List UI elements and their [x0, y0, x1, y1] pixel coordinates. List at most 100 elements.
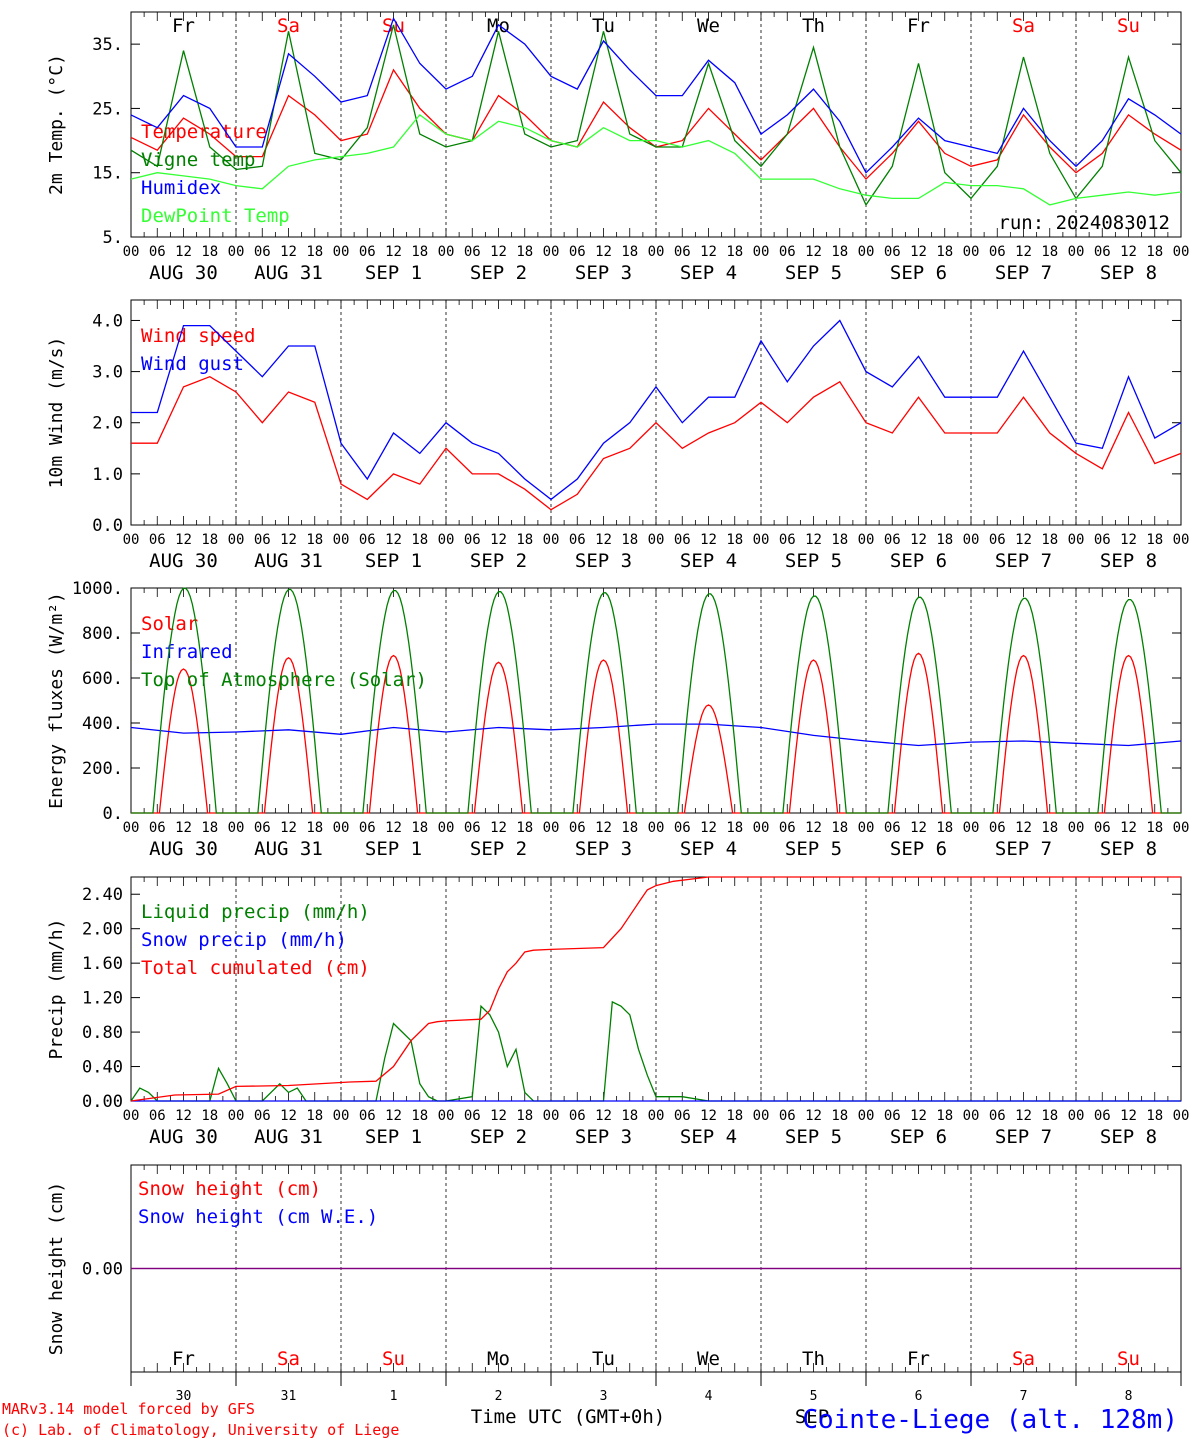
day-name-label: Sa [277, 1348, 300, 1370]
hour-label: 06 [674, 244, 691, 260]
hour-label: 12 [805, 532, 822, 548]
hour-label: 00 [333, 1108, 350, 1124]
date-label: SEP 1 [365, 838, 422, 860]
hour-label: 18 [936, 820, 953, 836]
hour-label: 06 [569, 1108, 586, 1124]
date-label: AUG 31 [254, 1126, 323, 1148]
hour-label: 12 [805, 244, 822, 260]
hour-label: 06 [674, 532, 691, 548]
y-tick-label: 0.00 [82, 1092, 123, 1112]
day-name-label: Mo [487, 1348, 510, 1370]
hour-label: 00 [333, 820, 350, 836]
hour-label: 12 [700, 820, 717, 836]
hour-label: 18 [411, 244, 428, 260]
hour-label: 06 [1094, 820, 1111, 836]
hour-label: 00 [963, 1108, 980, 1124]
date-label: SEP 2 [470, 838, 527, 860]
y-tick-label: 200. [82, 759, 123, 779]
hour-label: 00 [123, 244, 140, 260]
hour-label: 12 [1120, 820, 1137, 836]
hour-label: 00 [963, 244, 980, 260]
hour-label: 00 [438, 1108, 455, 1124]
hour-label: 18 [831, 532, 848, 548]
legend-entry: Top of Atmosphere (Solar) [141, 669, 427, 691]
legend-entry: Total cumulated (cm) [141, 957, 370, 979]
date-label: SEP 7 [995, 838, 1052, 860]
date-label: SEP 6 [890, 838, 947, 860]
hour-label: 06 [989, 532, 1006, 548]
hour-label: 06 [464, 820, 481, 836]
date-label: SEP 7 [995, 1126, 1052, 1148]
legend-entry: Wind speed [141, 325, 255, 347]
hour-label: 00 [228, 244, 245, 260]
hour-label: 12 [175, 532, 192, 548]
day-number-label: 4 [705, 1389, 713, 1404]
date-label: AUG 31 [254, 262, 323, 284]
hour-label: 00 [753, 244, 770, 260]
hour-label: 00 [123, 820, 140, 836]
hour-label: 06 [569, 532, 586, 548]
hour-label: 18 [1146, 1108, 1163, 1124]
day-number-label: 30 [176, 1389, 192, 1404]
series-line-wind-speed [131, 375, 1182, 511]
hour-label: 12 [595, 244, 612, 260]
day-name-label: Su [1117, 1348, 1140, 1370]
hour-label: 06 [674, 820, 691, 836]
legend-entry: Snow height (cm) [138, 1178, 321, 1200]
hour-label: 06 [884, 532, 901, 548]
hour-label: 18 [936, 532, 953, 548]
footer-lab: (c) Lab. of Climatology, University of L… [2, 1421, 399, 1439]
hour-label: 00 [1068, 1108, 1085, 1124]
hour-label: 06 [779, 1108, 796, 1124]
y-tick-label: 4.0 [92, 311, 123, 331]
hour-label: 12 [280, 820, 297, 836]
day-number-label: 6 [915, 1389, 923, 1404]
y-tick-label: 2.40 [82, 885, 123, 905]
date-label: SEP 4 [680, 262, 737, 284]
hour-label: 06 [464, 532, 481, 548]
date-label: AUG 30 [149, 838, 218, 860]
y-axis-label: Precip (mm/h) [46, 919, 67, 1060]
hour-label: 00 [648, 820, 665, 836]
hour-label: 12 [280, 1108, 297, 1124]
hour-label: 18 [726, 532, 743, 548]
y-axis-label: Energy fluxes (W/m²) [46, 592, 67, 809]
series-line-top-of-atmosphere-solar- [131, 587, 1181, 814]
hour-label: 12 [805, 820, 822, 836]
y-tick-label: 3.0 [92, 363, 123, 383]
time-axis-title: Time UTC (GMT+0h) [471, 1406, 665, 1428]
day-number-label: 5 [810, 1389, 818, 1404]
hour-label: 00 [963, 532, 980, 548]
hour-label: 06 [149, 244, 166, 260]
hour-label: 12 [385, 820, 402, 836]
hour-label: 12 [910, 820, 927, 836]
hour-label: 12 [490, 532, 507, 548]
y-tick-label: 2.0 [92, 414, 123, 434]
hour-label: 00 [1173, 820, 1190, 836]
date-label: AUG 30 [149, 550, 218, 572]
date-label: SEP 5 [785, 838, 842, 860]
hour-label: 18 [726, 244, 743, 260]
hour-label: 18 [201, 532, 218, 548]
hour-label: 18 [201, 820, 218, 836]
day-name-label: Fr [907, 1348, 930, 1370]
date-label: SEP 8 [1100, 1126, 1157, 1148]
day-number-label: 8 [1125, 1389, 1133, 1404]
y-tick-label: 35. [92, 35, 123, 55]
date-label: SEP 3 [575, 262, 632, 284]
hour-label: 12 [490, 1108, 507, 1124]
date-label: SEP 8 [1100, 550, 1157, 572]
day-name-label: Fr [172, 1348, 195, 1370]
day-number-label: 31 [281, 1389, 297, 1404]
hour-label: 00 [543, 532, 560, 548]
hour-label: 12 [595, 1108, 612, 1124]
hour-label: 00 [438, 820, 455, 836]
y-tick-label: 0.80 [82, 1023, 123, 1043]
y-tick-label: 25. [92, 99, 123, 119]
hour-label: 18 [306, 820, 323, 836]
hour-label: 18 [831, 244, 848, 260]
hour-label: 00 [1173, 1108, 1190, 1124]
panel-frame-2 [130, 587, 1182, 814]
hour-label: 18 [201, 244, 218, 260]
